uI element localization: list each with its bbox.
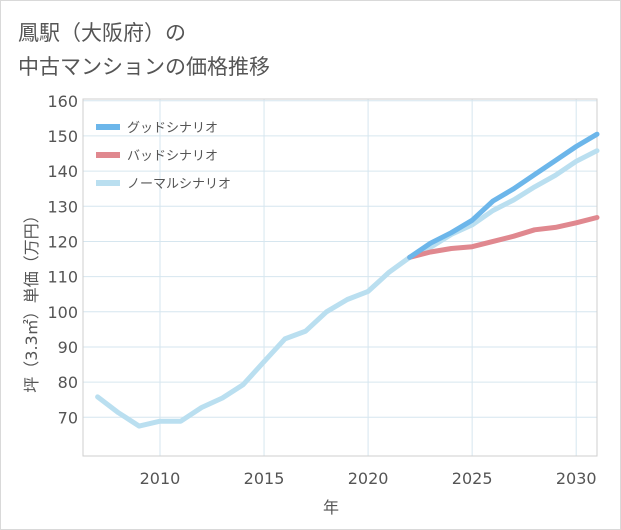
series-lines <box>95 131 600 429</box>
y-tick-label: 110 <box>47 268 78 287</box>
y-tick-label: 80 <box>58 373 78 392</box>
legend-label[interactable]: ノーマルシナリオ <box>127 177 231 192</box>
y-tick-label: 90 <box>58 338 78 357</box>
x-tick-label: 2020 <box>348 469 389 488</box>
series-line-2 <box>407 215 600 260</box>
x-tick-label: 2025 <box>452 469 493 488</box>
x-tick-labels: 2010 2015 2020 2025 2030 <box>140 469 597 488</box>
series-line-3 <box>95 148 600 429</box>
x-tick-label: 2030 <box>556 469 597 488</box>
y-tick-label: 120 <box>47 232 78 251</box>
y-tick-label: 70 <box>58 408 78 427</box>
plot-border <box>82 98 598 457</box>
x-tick-label: 2015 <box>244 469 285 488</box>
title-line-1: 鳳駅（大阪府）の <box>18 21 186 45</box>
legend-label[interactable]: バッドシナリオ <box>127 149 218 164</box>
chart-title: 鳳駅（大阪府）の 中古マンションの価格推移 <box>18 16 270 84</box>
y-tick-label: 100 <box>47 303 78 322</box>
y-tick-label: 150 <box>47 127 78 146</box>
y-tick-label: 140 <box>47 162 78 181</box>
x-axis-title: 年 <box>323 498 339 517</box>
series-line-1 <box>407 131 600 260</box>
y-axis-title: 坪（3.3㎡）単価（万円） <box>22 207 41 392</box>
legend-label[interactable]: グッドシナリオ <box>127 121 218 136</box>
y-tick-label: 130 <box>47 197 78 216</box>
grid-lines <box>82 98 598 457</box>
title-line-2: 中古マンションの価格推移 <box>18 55 270 79</box>
y-tick-labels: 70 80 90 100 110 120 130 140 150 160 <box>47 92 78 428</box>
x-tick-label: 2010 <box>140 469 181 488</box>
y-tick-label: 160 <box>47 92 78 111</box>
